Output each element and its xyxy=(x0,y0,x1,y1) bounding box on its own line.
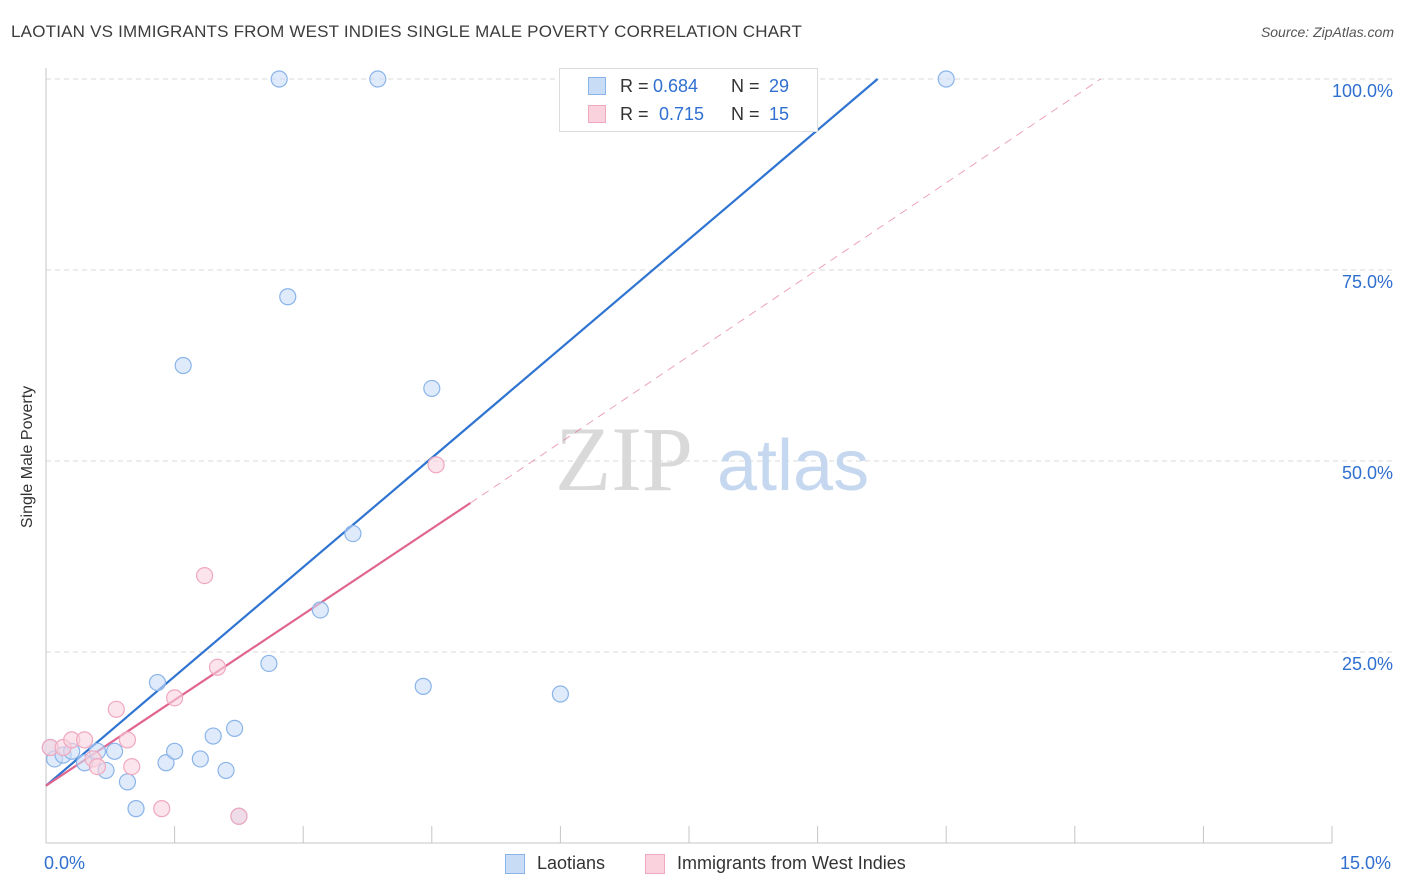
point-laotians xyxy=(127,800,145,818)
trend-line-laotians xyxy=(45,78,879,787)
gridlines xyxy=(46,78,1392,653)
watermark: ZIP atlas xyxy=(555,408,869,510)
point-laotians xyxy=(157,754,175,772)
y-tick-label: 25.0% xyxy=(1342,654,1393,674)
point-laotians xyxy=(311,601,329,619)
point-laotians xyxy=(279,288,297,306)
point-west-indies xyxy=(208,658,227,676)
point-laotians xyxy=(226,719,244,738)
point-west-indies xyxy=(88,757,107,776)
y-tick-labels: 25.0% 50.0% 75.0% 100.0% xyxy=(1332,81,1393,674)
point-laotians xyxy=(551,685,570,703)
x-tick-label-min: 0.0% xyxy=(44,853,86,873)
point-laotians xyxy=(414,677,432,695)
y-tick-label: 50.0% xyxy=(1342,463,1393,483)
stats-legend: R = 0.684 N = 29 R = 0.715 N = 15 xyxy=(559,68,818,132)
point-west-indies xyxy=(166,689,184,707)
chart-title: LAOTIAN VS IMMIGRANTS FROM WEST INDIES S… xyxy=(11,22,803,41)
watermark-atlas: atlas xyxy=(717,426,869,506)
x-tick-label-max: 15.0% xyxy=(1340,853,1392,873)
n-value: 29 xyxy=(769,76,790,96)
point-laotians xyxy=(204,727,222,745)
legend-label-laotians: Laotians xyxy=(537,853,606,873)
point-west-indies xyxy=(75,731,94,749)
point-west-indies xyxy=(427,456,445,474)
west-indies-swatch xyxy=(588,105,606,123)
point-west-indies xyxy=(153,800,171,818)
legend-swatch-laotians xyxy=(505,854,525,874)
point-laotians xyxy=(270,70,288,88)
point-west-indies xyxy=(123,757,141,776)
point-laotians xyxy=(260,654,278,673)
point-west-indies xyxy=(118,731,137,749)
legend-label-west-indies: Immigrants from West Indies xyxy=(677,853,906,873)
r-label: R = xyxy=(620,104,649,124)
r-label: R = xyxy=(620,76,649,96)
source-label: Source: ZipAtlas.com xyxy=(1260,24,1394,40)
point-laotians xyxy=(105,742,124,760)
data-points xyxy=(41,70,955,825)
point-west-indies xyxy=(230,807,248,825)
point-west-indies xyxy=(107,700,125,718)
n-label: N = xyxy=(731,104,760,124)
stats-row-laotians: R = 0.684 N = 29 xyxy=(560,72,817,100)
n-value: 15 xyxy=(769,104,790,124)
point-west-indies xyxy=(196,566,214,585)
y-tick-label: 100.0% xyxy=(1332,81,1393,101)
point-laotians xyxy=(174,356,192,375)
point-laotians xyxy=(118,773,137,791)
point-laotians xyxy=(369,70,387,88)
point-laotians xyxy=(423,379,441,398)
watermark-zip: ZIP xyxy=(555,408,693,510)
point-laotians xyxy=(191,750,209,768)
n-label: N = xyxy=(731,76,760,96)
point-laotians xyxy=(166,742,184,760)
r-value: 0.684 xyxy=(653,76,699,96)
trend-line-west-indies xyxy=(45,502,471,787)
stats-row-west-indies: R = 0.715 N = 15 xyxy=(560,100,817,128)
trend-lines xyxy=(45,78,1101,787)
trend-line-extension-west-indies xyxy=(470,78,1101,504)
r-value: 0.715 xyxy=(659,104,705,124)
point-laotians xyxy=(148,673,167,692)
point-laotians xyxy=(937,70,955,88)
laotians-swatch xyxy=(588,77,606,95)
axes xyxy=(45,68,1333,844)
y-tick-label: 75.0% xyxy=(1342,272,1393,292)
legend-swatch-west-indies xyxy=(645,854,665,874)
point-laotians xyxy=(344,524,362,543)
point-laotians xyxy=(217,761,235,780)
